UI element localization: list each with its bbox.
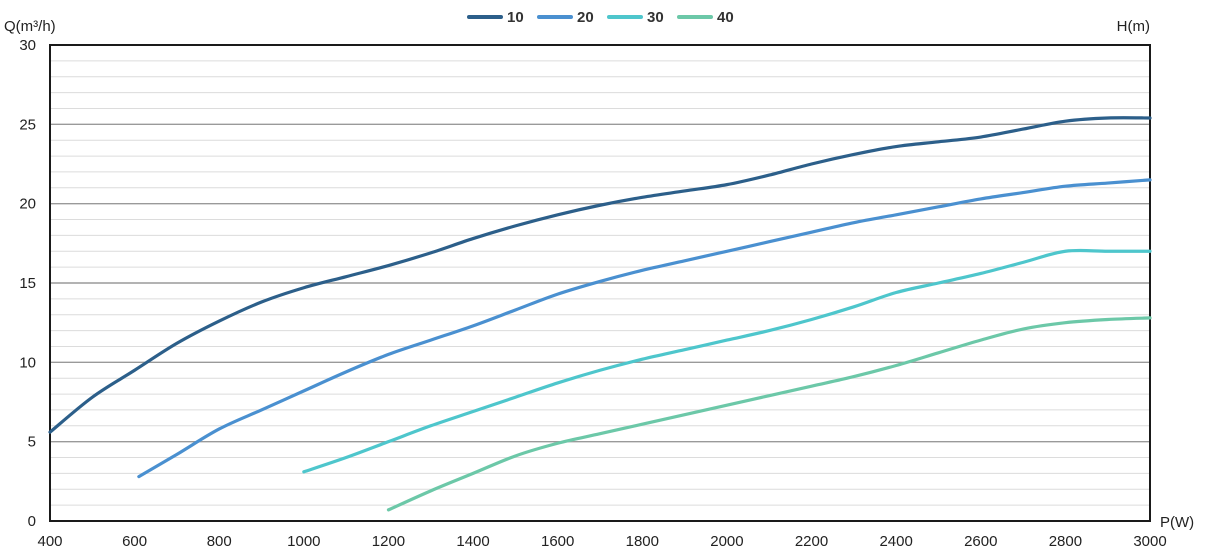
y-axis-label: Q(m³/h) xyxy=(4,18,56,35)
x-tick-label: 400 xyxy=(37,533,62,550)
x-tick-label: 1400 xyxy=(456,533,489,550)
y-tick-label: 20 xyxy=(19,196,36,213)
grid-lines xyxy=(50,60,1150,506)
y-tick-label: 15 xyxy=(19,275,36,292)
legend-label-30: 30 xyxy=(647,9,664,26)
right-axis-label: H(m) xyxy=(1117,18,1150,35)
series-line-30 xyxy=(302,248,1152,474)
series-line-10 xyxy=(48,116,1152,434)
y-tick-label: 0 xyxy=(28,513,36,530)
y-tick-label: 5 xyxy=(28,434,36,451)
x-tick-label: 2400 xyxy=(879,533,912,550)
legend-label-20: 20 xyxy=(577,9,594,26)
y-tick-label: 10 xyxy=(19,354,36,371)
x-tick-label: 3000 xyxy=(1133,533,1166,550)
x-tick-label: 1000 xyxy=(287,533,320,550)
y-tick-label: 30 xyxy=(19,37,36,54)
x-tick-label: 1600 xyxy=(541,533,574,550)
x-tick-label: 600 xyxy=(122,533,147,550)
series-line-20 xyxy=(137,178,1152,479)
legend-label-40: 40 xyxy=(717,9,734,26)
y-tick-label: 25 xyxy=(19,116,36,133)
x-tick-label: 1200 xyxy=(372,533,405,550)
series-line-40 xyxy=(386,316,1152,512)
legend: 10 20 30 40 xyxy=(467,9,734,26)
x-tick-label: 2600 xyxy=(964,533,997,550)
x-tick-label: 2800 xyxy=(1049,533,1082,550)
x-tick-label: 800 xyxy=(207,533,232,550)
legend-label-10: 10 xyxy=(507,9,524,26)
plot-frame xyxy=(49,44,1151,522)
tick-labels: 400 600 800 1000 1200 1400 1600 1800 2000 2200 240… xyxy=(19,37,1166,550)
x-tick-label: 2200 xyxy=(795,533,828,550)
series-lines xyxy=(48,116,1152,512)
x-tick-label: 1800 xyxy=(626,533,659,550)
x-axis-label: P(W) xyxy=(1160,514,1194,531)
x-tick-label: 2000 xyxy=(710,533,743,550)
